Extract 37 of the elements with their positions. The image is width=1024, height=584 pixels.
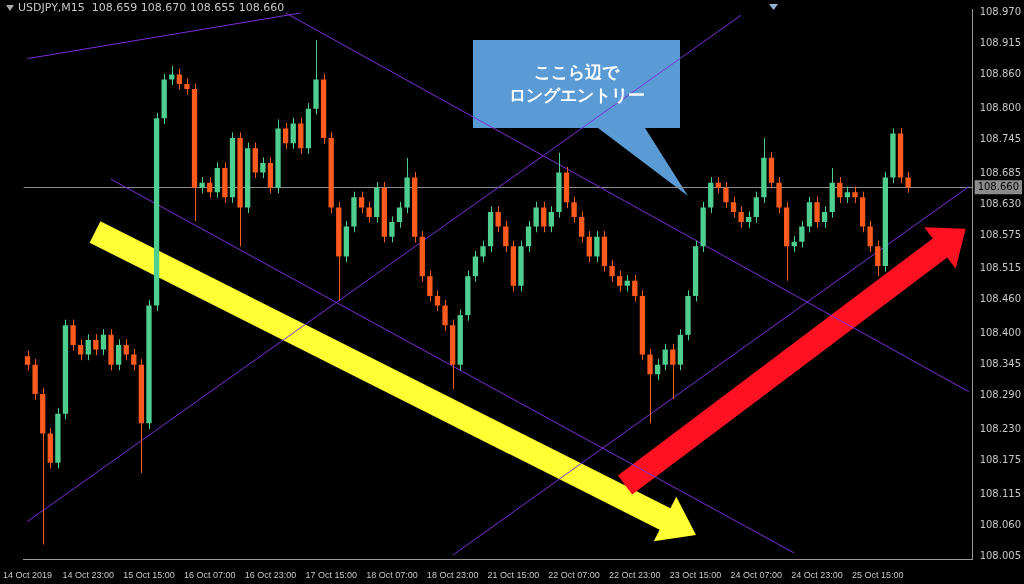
x-tick-label: 23 Oct 15:00 [669, 570, 722, 581]
y-tick-label: 108.345 [979, 358, 1022, 370]
x-tick-label: 18 Oct 23:00 [426, 570, 479, 581]
y-tick-label: 108.005 [979, 549, 1022, 561]
y-tick-label: 108.060 [979, 518, 1022, 530]
y-tick-label: 108.970 [979, 5, 1022, 17]
chart-title: USDJPY,M15 108.659 108.670 108.655 108.660 [18, 1, 285, 14]
y-tick-label: 108.115 [979, 487, 1022, 499]
y-tick-label: 108.860 [979, 67, 1022, 79]
y-tick-label: 108.175 [979, 454, 1022, 466]
x-tick-label: 24 Oct 23:00 [791, 570, 843, 581]
x-tick-label: 18 Oct 07:00 [366, 570, 418, 581]
x-tick-label: 24 Oct 07:00 [730, 570, 783, 581]
x-tick-label: 22 Oct 23:00 [609, 570, 661, 581]
y-tick-label: 108.460 [979, 293, 1022, 305]
y-tick-label: 108.400 [979, 327, 1022, 339]
y-tick-label: 108.630 [979, 197, 1022, 209]
x-tick-label: 25 Oct 15:00 [851, 570, 904, 581]
x-tick-label: 14 Oct 23:00 [62, 570, 115, 581]
x-tick-label: 21 Oct 15:00 [487, 570, 540, 581]
y-tick-label: 108.800 [979, 101, 1022, 113]
annotation: ここら辺で [534, 61, 619, 84]
x-tick-label: 15 Oct 15:00 [123, 570, 175, 581]
y-tick-label: 108.515 [979, 262, 1022, 274]
y-tick-label: 108.915 [979, 36, 1022, 48]
x-tick-label: 17 Oct 15:00 [305, 570, 357, 581]
annotation: ロングエントリー [508, 84, 645, 107]
x-tick-label: 22 Oct 07:00 [548, 570, 600, 581]
y-tick-label: 108.745 [979, 132, 1022, 144]
y-tick-label: 108.290 [979, 389, 1022, 401]
x-tick-label: 16 Oct 23:00 [244, 570, 297, 581]
ref-line-label: 108.660 [977, 180, 1020, 192]
x-tick-label: 16 Oct 07:00 [183, 570, 236, 581]
y-tick-label: 108.230 [979, 423, 1022, 435]
x-tick-label: 14 Oct 2019 [3, 570, 53, 581]
y-tick-label: 108.685 [979, 166, 1022, 178]
y-tick-label: 108.575 [979, 228, 1022, 240]
